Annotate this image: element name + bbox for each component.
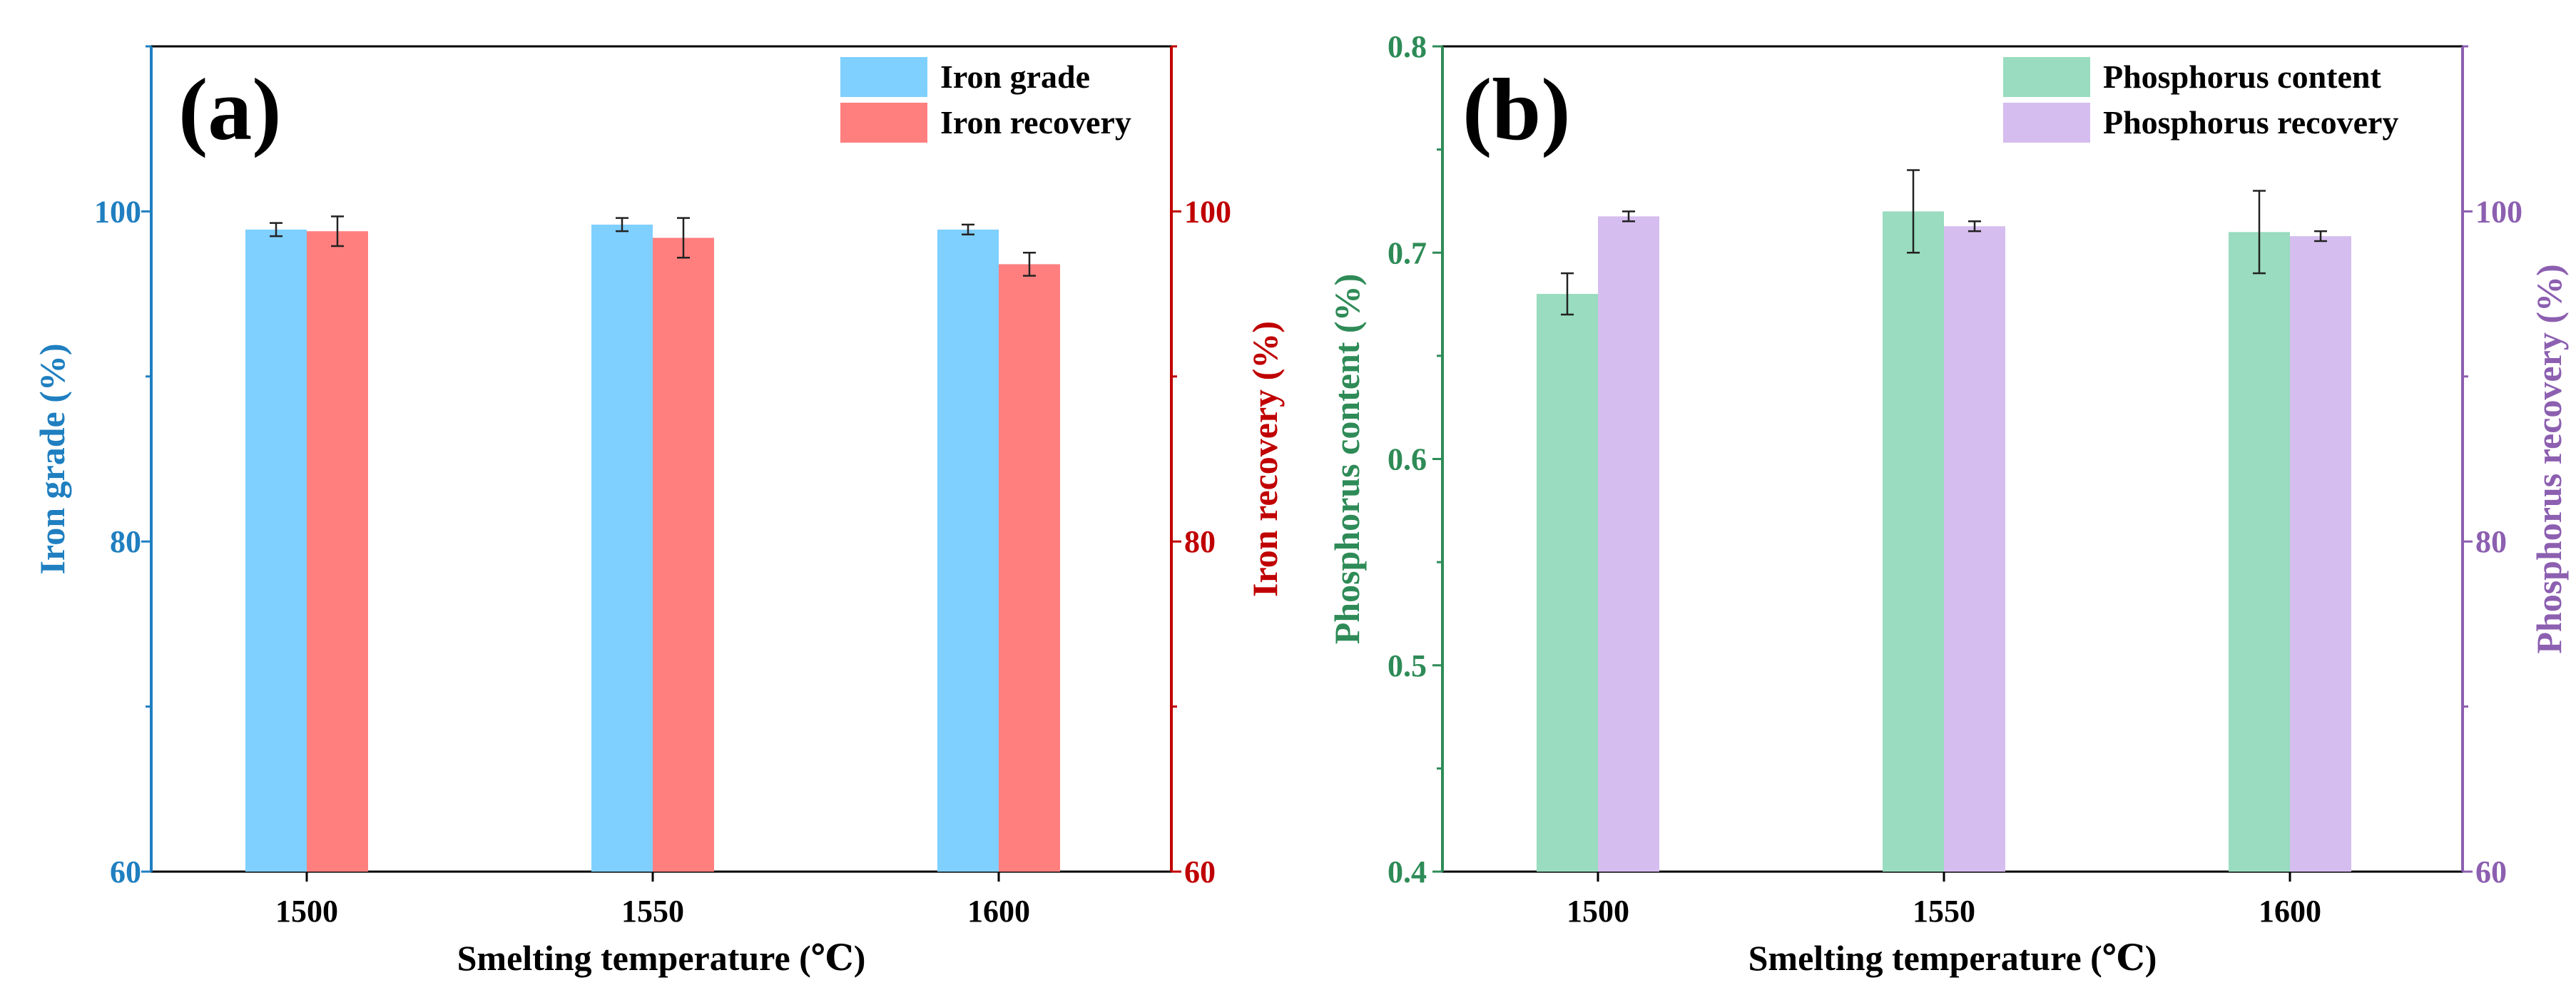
y-left-tick-label: 100 [94,194,141,229]
bar-phosphorus-recovery [1598,216,1659,872]
bar-iron-recovery [999,264,1060,872]
y-left-tick-label: 0.8 [1388,29,1427,64]
y-right-tick-label: 100 [1184,194,1231,229]
y-left-tick-label: 0.6 [1388,442,1427,477]
legend-swatch [840,103,927,143]
y-right-tick-label: 80 [2475,524,2507,559]
y-axis-left-title: Iron grade (%) [32,343,72,574]
y-left-tick-label: 0.5 [1388,648,1427,683]
bar-phosphorus-content [1537,294,1598,872]
x-tick-label: 1500 [275,894,338,929]
legend-label: Iron recovery [940,104,1131,141]
y-left-tick-label: 0.4 [1388,854,1427,889]
bar-phosphorus-recovery [1944,226,2005,872]
y-left-tick-label: 0.7 [1388,235,1427,270]
bar-iron-grade [937,229,999,872]
y-left-tick-label: 80 [110,524,141,559]
y-right-tick-label: 60 [1184,854,1216,889]
legend-label: Phosphorus recovery [2103,104,2398,141]
bar-iron-recovery [307,231,368,872]
y-axis-left-title: Phosphorus content (%) [1327,274,1367,644]
x-tick-label: 1600 [2259,894,2321,929]
y-axis-right-title: Iron recovery (%) [1245,321,1285,597]
legend-label: Phosphorus content [2103,58,2381,95]
y-right-tick-label: 60 [2475,854,2507,889]
x-tick-label: 1600 [967,894,1030,929]
y-axis-right-title: Phosphorus recovery (%) [2529,264,2569,653]
y-right-tick-label: 100 [2475,194,2522,229]
chart-panel-b: 0.4 0.5 0.6 0.7 0.8 60 80 100 1500 1550 1600 (b) Pho… [1327,29,2569,978]
x-axis-title: Smelting temperature (℃) [1748,938,2157,978]
legend-label: Iron grade [940,58,1090,95]
bar-phosphorus-content [2229,232,2290,872]
bar-iron-recovery [653,238,714,872]
legend-swatch [2003,57,2090,97]
bar-phosphorus-recovery [2290,236,2351,872]
x-tick-label: 1500 [1567,894,1629,929]
panel-label: (b) [1462,61,1571,158]
chart-panel-a: 60 80 100 60 80 100 1500 1550 1600 (a) Iron grade I… [32,45,1285,978]
y-left-tick-label: 60 [110,854,141,889]
x-axis-title: Smelting temperature (℃) [457,938,866,978]
bar-phosphorus-content [1883,211,1944,872]
y-right-tick-label: 80 [1184,524,1216,559]
legend-swatch [840,57,927,97]
bar-iron-grade [245,229,307,872]
x-tick-label: 1550 [1913,894,1975,929]
legend-swatch [2003,103,2090,143]
bar-iron-grade [591,224,653,872]
x-tick-label: 1550 [621,894,684,929]
panel-label: (a) [178,61,282,158]
